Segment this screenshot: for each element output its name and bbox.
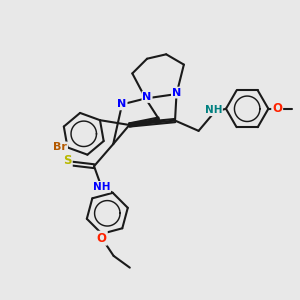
Text: Br: Br	[53, 142, 67, 152]
Text: N: N	[172, 88, 181, 98]
Text: NH: NH	[205, 105, 222, 115]
Text: S: S	[63, 154, 72, 167]
Text: O: O	[97, 232, 107, 245]
Text: NH: NH	[93, 182, 110, 192]
Text: N: N	[117, 99, 127, 110]
Text: O: O	[272, 102, 282, 115]
Text: N: N	[142, 92, 152, 102]
